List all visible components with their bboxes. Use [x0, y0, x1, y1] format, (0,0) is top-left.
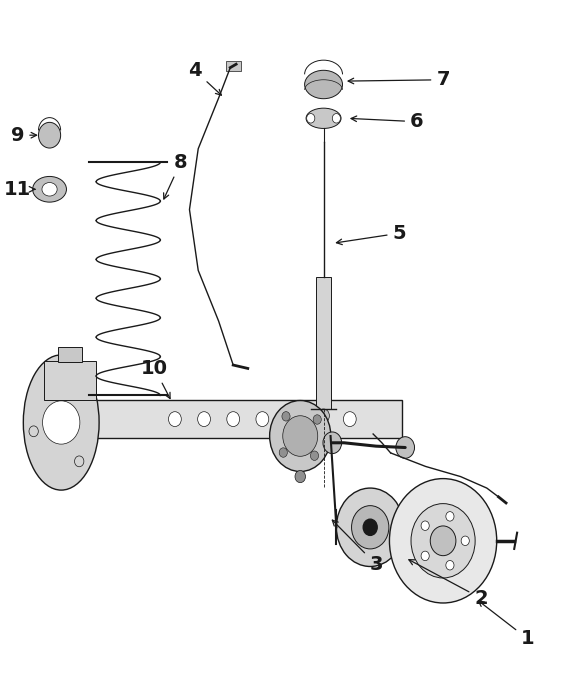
Circle shape	[421, 551, 429, 560]
Text: 3: 3	[332, 520, 383, 574]
Circle shape	[314, 412, 327, 427]
Ellipse shape	[33, 176, 66, 202]
Circle shape	[313, 415, 321, 425]
Circle shape	[38, 122, 61, 148]
Circle shape	[168, 412, 181, 427]
Circle shape	[310, 451, 318, 460]
Text: 11: 11	[4, 180, 35, 199]
Circle shape	[285, 412, 298, 427]
Circle shape	[332, 114, 340, 123]
Circle shape	[389, 479, 497, 603]
Text: 5: 5	[336, 224, 406, 245]
Circle shape	[336, 488, 404, 566]
Circle shape	[396, 437, 415, 458]
Circle shape	[461, 536, 469, 546]
Bar	[52, 400, 402, 438]
Text: 4: 4	[188, 62, 222, 95]
Bar	[316, 277, 331, 409]
Circle shape	[282, 412, 290, 421]
Circle shape	[279, 448, 287, 457]
Circle shape	[295, 470, 305, 483]
Circle shape	[421, 521, 429, 531]
Circle shape	[283, 416, 318, 456]
Text: 6: 6	[351, 112, 424, 131]
Bar	[58, 347, 82, 362]
Text: 8: 8	[164, 153, 188, 199]
Text: 10: 10	[141, 359, 170, 399]
Text: 9: 9	[10, 126, 37, 145]
Circle shape	[446, 560, 454, 570]
Ellipse shape	[306, 108, 341, 128]
Circle shape	[446, 512, 454, 521]
Ellipse shape	[269, 400, 331, 472]
Circle shape	[198, 412, 210, 427]
Bar	[226, 61, 241, 71]
Circle shape	[318, 409, 329, 422]
Circle shape	[43, 401, 80, 444]
Text: 1: 1	[479, 601, 535, 648]
Ellipse shape	[305, 70, 343, 99]
Circle shape	[430, 526, 456, 556]
Circle shape	[227, 412, 240, 427]
Circle shape	[256, 412, 269, 427]
Circle shape	[411, 504, 475, 578]
Circle shape	[363, 519, 377, 535]
Bar	[44, 361, 96, 400]
Circle shape	[352, 506, 389, 549]
Ellipse shape	[23, 355, 99, 490]
Circle shape	[307, 114, 315, 123]
Ellipse shape	[42, 183, 57, 196]
Circle shape	[343, 412, 356, 427]
Circle shape	[323, 432, 342, 454]
Text: 2: 2	[409, 560, 488, 608]
Text: 7: 7	[348, 70, 450, 89]
